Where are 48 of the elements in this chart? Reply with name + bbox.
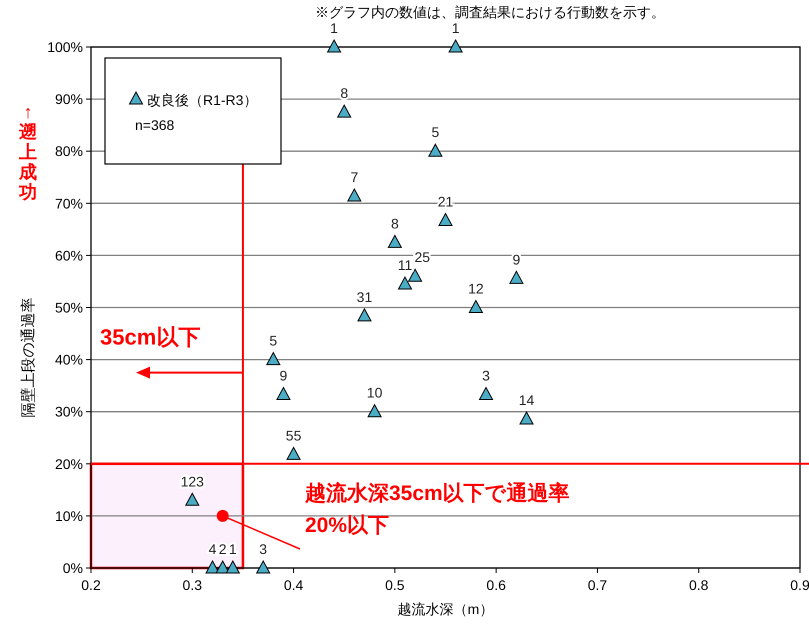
- text: ↑遡上成功: [18, 102, 37, 202]
- y-tick-label: 50%: [54, 300, 83, 316]
- annotation: n=368: [135, 117, 175, 133]
- annotation: 1: [228, 541, 237, 557]
- x-tick-label: 0.7: [588, 577, 608, 593]
- annotation: 5: [269, 332, 278, 349]
- annotation: 11: [398, 257, 412, 274]
- annotation: 10: [366, 384, 383, 401]
- y-tick-label: 30%: [54, 404, 83, 420]
- annotation: 55: [286, 427, 302, 444]
- y-tick-label: 80%: [54, 143, 83, 160]
- y-tick-label: 20%: [54, 456, 83, 472]
- annotation: 3: [259, 541, 268, 557]
- x-tick-label: 0.9: [790, 577, 809, 593]
- x-tick-label: 0.6: [486, 577, 506, 593]
- x-tick-label: 0.5: [385, 577, 405, 593]
- annotation: 7: [350, 169, 358, 186]
- annotation: 9: [512, 251, 520, 268]
- y-axis-title: 隔壁上段の通過率: [20, 298, 37, 418]
- annotation: 12: [468, 280, 484, 296]
- legend-label: 改良後（R1-R3）: [147, 92, 258, 108]
- y-tick-label: 10%: [54, 508, 83, 524]
- annotation: 1: [330, 20, 338, 36]
- annotation: 123: [180, 473, 204, 490]
- y-tick-label: 0%: [62, 560, 83, 576]
- y-tick-label: 100%: [47, 39, 83, 55]
- y-tick-label: 60%: [54, 247, 83, 264]
- annotation: 越流水深35cm以下で通過率 20%以下: [304, 481, 570, 537]
- annotation: 3: [482, 368, 490, 384]
- text: ※グラフ内の数値は、調査結果における行動数を示す。: [315, 4, 665, 20]
- y-tick-label: 70%: [54, 195, 83, 212]
- x-tick-label: 0.2: [81, 577, 101, 593]
- annotation: 8: [390, 215, 399, 232]
- annotation: 2: [218, 541, 227, 557]
- annotation: 8: [340, 85, 348, 102]
- x-axis-title: 越流水深（m）: [398, 601, 494, 617]
- annotation: 14: [518, 392, 535, 408]
- x-tick-label: 0.3: [182, 577, 202, 593]
- x-tick-label: 0.4: [284, 577, 304, 593]
- y-tick-label: 40%: [54, 352, 83, 368]
- x-tick-label: 0.8: [688, 577, 709, 593]
- annotation: 5: [431, 124, 440, 140]
- annotation: 9: [280, 368, 288, 384]
- annotation: 4: [208, 541, 217, 557]
- ref-line-label: 35cm以下: [100, 324, 200, 350]
- y-tick-label: 90%: [54, 91, 83, 108]
- annotation: 31: [356, 288, 372, 305]
- annotation: 1: [452, 20, 460, 36]
